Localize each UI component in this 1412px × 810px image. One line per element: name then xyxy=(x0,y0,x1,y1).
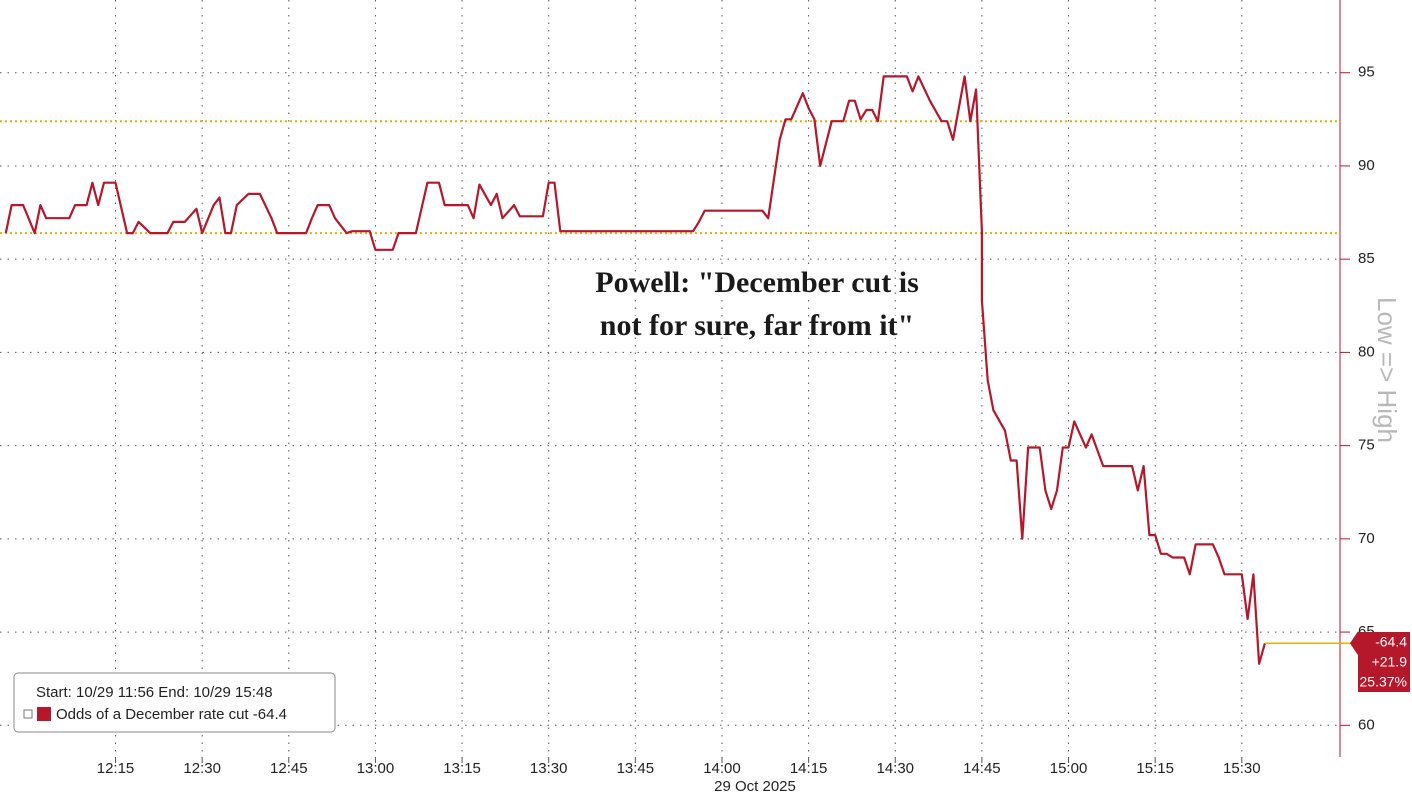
legend-box xyxy=(13,672,336,733)
y-tick-label: 80 xyxy=(1358,343,1375,360)
x-tick-label: 13:45 xyxy=(617,760,655,777)
x-tick-label: 13:15 xyxy=(443,760,481,777)
annotation: not for sure, far from it" xyxy=(600,309,914,342)
x-tick-label: 12:30 xyxy=(183,760,221,777)
x-tick-label: 14:30 xyxy=(876,760,914,777)
x-tick-label: 12:15 xyxy=(97,760,135,777)
legend-entry: Odds of a December rate cut -64.4 xyxy=(56,706,287,723)
x-tick-label: 14:45 xyxy=(963,760,1001,777)
y-tick-label: 75 xyxy=(1358,437,1375,454)
last-value-text: 25.37% xyxy=(1360,674,1407,690)
legend-toggle xyxy=(23,709,33,719)
y-tick-label: 70 xyxy=(1358,530,1375,547)
x-tick-label: 13:30 xyxy=(530,760,568,777)
x-tick-label: 15:00 xyxy=(1050,760,1088,777)
x-tick-label: 13:00 xyxy=(357,760,395,777)
annotation: Powell: "December cut is xyxy=(595,266,919,299)
x-tick-label: 15:30 xyxy=(1223,760,1261,777)
date-label: 29 Oct 2025 xyxy=(714,778,796,795)
legend-header: Start: 10/29 11:56 End: 10/29 15:48 xyxy=(36,684,273,701)
x-tick-label: 15:15 xyxy=(1136,760,1174,777)
x-tick-label: 12:45 xyxy=(270,760,308,777)
y-tick-label: 85 xyxy=(1358,250,1375,267)
x-tick-label: 14:15 xyxy=(790,760,828,777)
y-tick-label: 60 xyxy=(1358,716,1375,733)
last-value-text: +21.9 xyxy=(1372,654,1408,670)
legend-swatch xyxy=(37,707,51,721)
y-tick-label: 90 xyxy=(1358,157,1375,174)
last-value-text: -64.4 xyxy=(1375,634,1407,650)
x-tick-label: 14:00 xyxy=(703,760,741,777)
last-value-box xyxy=(1350,631,1410,692)
data-line xyxy=(4,75,1266,665)
axis-label: Low => High xyxy=(1372,297,1402,443)
y-tick-label: 95 xyxy=(1358,64,1375,81)
